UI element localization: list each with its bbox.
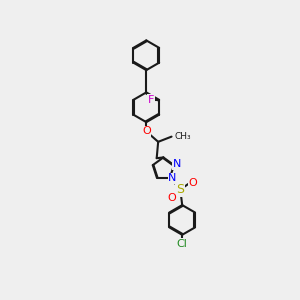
Text: N: N xyxy=(173,159,181,170)
Text: O: O xyxy=(189,178,197,188)
Text: S: S xyxy=(176,183,184,196)
Text: Cl: Cl xyxy=(177,239,188,249)
Text: F: F xyxy=(148,95,154,105)
Text: CH₃: CH₃ xyxy=(174,132,191,141)
Text: N: N xyxy=(168,173,177,183)
Text: O: O xyxy=(167,194,176,203)
Text: O: O xyxy=(142,126,151,136)
